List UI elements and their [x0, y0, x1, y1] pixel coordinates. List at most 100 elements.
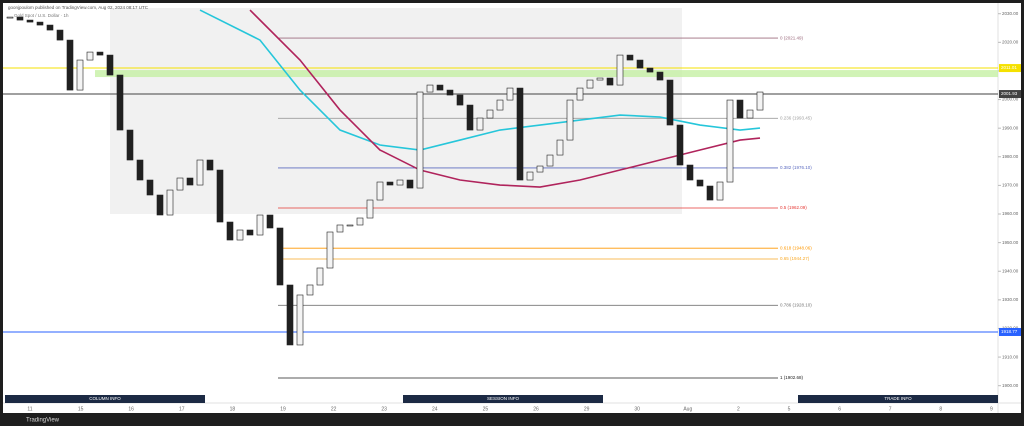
y-tick-label: 1970.00	[1002, 183, 1019, 188]
candle	[346, 224, 354, 227]
candle	[466, 104, 474, 131]
x-tick-label: 24	[432, 406, 438, 412]
fib-label: 0.65 (1944.27)	[780, 256, 810, 261]
candle	[156, 194, 164, 216]
fib-label: 0 (2021.49)	[780, 35, 804, 40]
shaded-range	[110, 8, 682, 214]
candle	[256, 214, 264, 236]
banner-label: TRADE INFO	[884, 396, 912, 401]
x-tick-label: 2	[737, 406, 740, 412]
candle	[326, 231, 334, 269]
candle	[736, 99, 744, 119]
candle	[206, 159, 214, 171]
fib-label: 0.382 (1976.10)	[780, 165, 812, 170]
candle	[286, 284, 294, 346]
fib-label: 1 (1902.68)	[780, 375, 804, 380]
candle	[96, 51, 104, 56]
candle	[6, 16, 14, 19]
x-tick-label: 17	[179, 406, 185, 412]
candle	[296, 294, 304, 346]
candle	[26, 19, 34, 23]
candle	[536, 165, 544, 173]
candle	[76, 59, 84, 91]
candle	[366, 199, 374, 219]
x-tick-label: 30	[634, 406, 640, 412]
candle	[686, 164, 694, 181]
candle	[446, 89, 454, 96]
candle	[476, 117, 484, 131]
candle	[756, 91, 764, 111]
candle	[166, 189, 174, 216]
level-label: 1918.77	[1001, 329, 1018, 334]
candle	[136, 159, 144, 181]
candle	[246, 229, 254, 236]
candle	[86, 51, 94, 61]
candle	[616, 54, 624, 86]
moving-average	[249, 9, 761, 188]
candle	[526, 171, 534, 181]
banner	[5, 395, 205, 403]
candle	[646, 67, 654, 73]
y-tick-label: 1950.00	[1002, 240, 1019, 245]
y-tick-label: 1980.00	[1002, 154, 1019, 159]
level-tag	[999, 327, 1021, 336]
x-tick-label: 26	[533, 406, 539, 412]
candle	[146, 179, 154, 196]
candle	[406, 179, 414, 189]
banner	[403, 395, 603, 403]
x-tick-label: 11	[27, 406, 32, 412]
y-tick-label: 2000.00	[1002, 97, 1019, 102]
candle	[566, 99, 574, 141]
candle	[226, 221, 234, 241]
candle	[16, 16, 24, 21]
candle	[276, 227, 284, 286]
candle	[416, 91, 424, 189]
x-tick-label: 29	[584, 406, 590, 412]
candle	[506, 87, 514, 101]
publisher: goonjpoulom published on TradingView.com…	[8, 5, 149, 10]
candle	[106, 54, 114, 76]
fib-label: 0.236 (1993.45)	[780, 115, 812, 120]
candle	[746, 109, 754, 119]
x-tick-label: 5	[788, 406, 791, 412]
candle	[596, 77, 604, 81]
candle	[496, 99, 504, 111]
candle	[456, 94, 464, 106]
candle	[636, 59, 644, 69]
x-tick-label: 18	[230, 406, 236, 412]
y-tick-label: 1900.00	[1002, 383, 1019, 388]
y-tick-label: 1930.00	[1002, 297, 1019, 302]
candle	[716, 181, 724, 201]
candle	[626, 54, 634, 61]
level-label: 2011.01	[1001, 65, 1017, 70]
y-tick-label: 1940.00	[1002, 268, 1019, 273]
candle	[386, 181, 394, 186]
candle	[306, 284, 314, 296]
candle	[116, 74, 124, 131]
banner-label: COLUMN INFO	[89, 396, 121, 401]
candle	[426, 84, 434, 93]
candle	[486, 109, 494, 119]
candle	[66, 39, 74, 91]
zone	[95, 70, 998, 78]
x-tick-label: 19	[280, 406, 286, 412]
y-tick-label: 2020.00	[1002, 40, 1019, 45]
candle	[236, 229, 244, 241]
x-tick-label: 15	[78, 406, 84, 412]
candle	[656, 71, 664, 81]
banner	[798, 395, 998, 403]
candle	[546, 154, 554, 167]
level-tag	[999, 90, 1021, 99]
y-tick-label: 1990.00	[1002, 125, 1019, 130]
candle	[196, 159, 204, 186]
y-tick-label: 1910.00	[1002, 354, 1019, 359]
footer-brand: TradingView	[26, 418, 60, 424]
candle	[216, 169, 224, 223]
candle	[726, 99, 734, 183]
x-tick-label: 7	[889, 406, 892, 412]
candle	[396, 179, 404, 186]
candle	[436, 84, 444, 91]
banner-label: SESSION INFO	[487, 396, 520, 401]
